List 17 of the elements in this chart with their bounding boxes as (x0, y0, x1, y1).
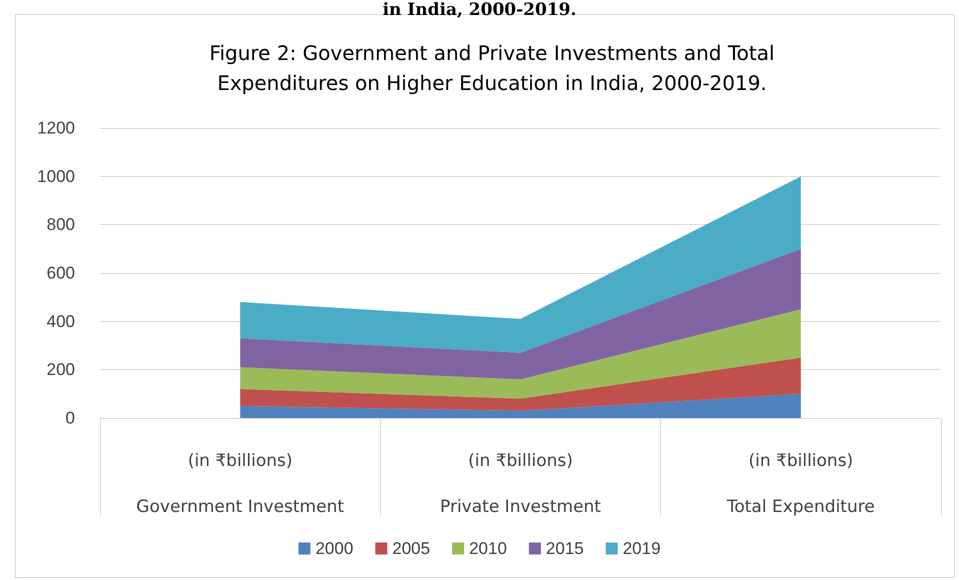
category-label: (in ₹billions) Total Expenditure (726, 451, 875, 517)
y-tick-label: 400 (46, 312, 75, 331)
y-tick-label: 1200 (37, 118, 75, 138)
chart-title: Figure 2: Government and Private Investments and Total Expenditures on Higher Education in India, 2000-2019. (209, 41, 775, 95)
category-label: (in ₹billions) Government Investment (136, 451, 344, 517)
y-tick-label: 800 (46, 215, 75, 234)
y-tick-label: 1000 (37, 166, 75, 186)
legend-label: 2015 (546, 539, 584, 558)
y-tick-label: 200 (46, 360, 75, 380)
legend-label: 2010 (469, 539, 507, 558)
y-tick-label: 600 (46, 264, 75, 282)
y-tick-label: 0 (66, 408, 75, 428)
legend-label: 2005 (392, 539, 430, 558)
category-label: (in ₹billions) Private Investment (440, 451, 601, 517)
legend-label: 2019 (622, 539, 661, 558)
text: in India, 2000-2019. (382, 0, 578, 20)
legend-label: 2000 (315, 539, 354, 558)
